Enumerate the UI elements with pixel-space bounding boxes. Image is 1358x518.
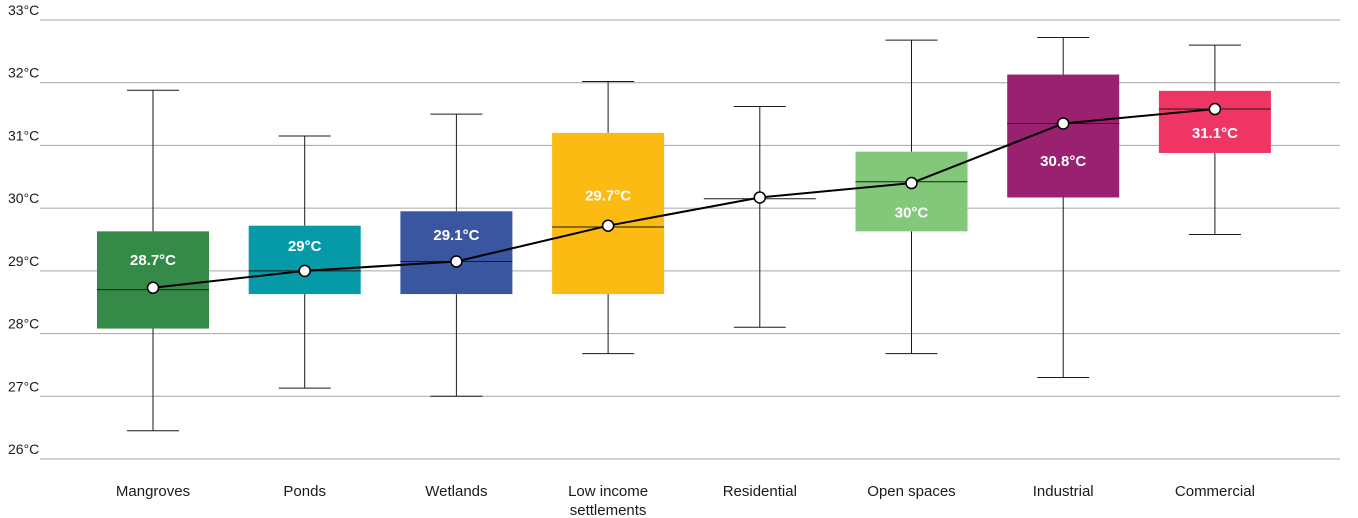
mean-point: [450, 255, 463, 268]
y-tick-label: 33°C: [8, 2, 39, 18]
category-label: Mangroves: [116, 483, 190, 500]
box: [1007, 74, 1120, 198]
box-group: [1007, 37, 1120, 378]
mean-point: [146, 281, 160, 295]
box-group: [703, 106, 816, 328]
mean-point: [1208, 102, 1222, 116]
box-group: [1158, 44, 1271, 235]
y-tick-label: 30°C: [8, 190, 39, 206]
boxes: [97, 37, 1271, 432]
category-label: Low income: [568, 483, 648, 500]
category-label: Residential: [723, 483, 797, 500]
mean-point: [753, 191, 767, 204]
box-group: [552, 80, 665, 355]
box-group: [855, 39, 968, 355]
box: [1158, 90, 1271, 153]
mean-point: [1056, 117, 1070, 130]
mean-line-series: [146, 102, 1222, 295]
x-axis-category-labels: Mangroves Ponds Wetlands Low income settleme…: [116, 483, 1255, 518]
mean-line: [152, 108, 1215, 289]
data-label: 31.1°C: [1192, 125, 1238, 142]
y-tick-label: 28°C: [8, 316, 39, 332]
data-label: 28.7°C: [130, 252, 176, 269]
mean-point: [601, 219, 615, 232]
data-label: 29.7°C: [585, 188, 631, 205]
category-label: Open spaces: [867, 483, 955, 500]
box: [855, 151, 968, 232]
y-tick-label: 26°C: [8, 441, 39, 457]
data-label: 29.1°C: [433, 227, 479, 244]
mean-point: [905, 176, 918, 190]
category-label: Commercial: [1175, 483, 1255, 500]
data-label: 30°C: [895, 205, 929, 222]
y-tick-label: 27°C: [8, 378, 39, 394]
data-labels: 28.7°C 29°C 29.1°C 29.7°C 30°C 30.8°C 31.1°C: [130, 125, 1238, 269]
category-label: settlements: [570, 502, 647, 518]
category-label: Ponds: [283, 483, 326, 500]
box-group: [400, 113, 513, 397]
y-tick-label: 31°C: [8, 127, 39, 143]
box: [248, 225, 361, 295]
box: [552, 132, 665, 295]
category-label: Wetlands: [425, 483, 487, 500]
box: [97, 231, 209, 329]
mean-point: [298, 264, 311, 278]
y-axis-tick-labels: 26°C 27°C 28°C 29°C 30°C 31°C 32°C 33°C: [8, 2, 39, 457]
data-label: 29°C: [288, 238, 322, 255]
box-group: [97, 89, 209, 432]
grid-lines: [40, 19, 1340, 460]
y-tick-label: 29°C: [8, 253, 39, 269]
y-tick-label: 32°C: [8, 65, 39, 81]
category-label: Industrial: [1033, 483, 1094, 500]
box-group: [248, 135, 361, 389]
data-label: 30.8°C: [1040, 153, 1086, 170]
